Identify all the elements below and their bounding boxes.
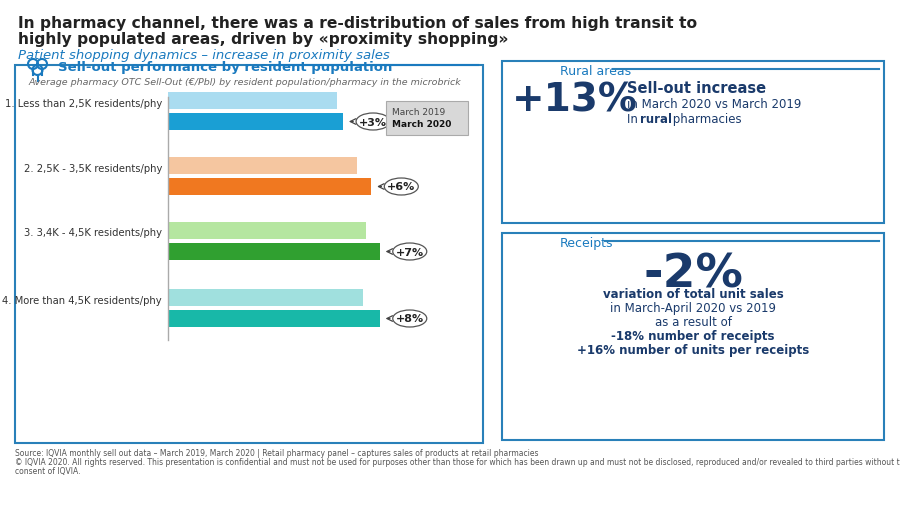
Text: rural: rural [640, 113, 672, 126]
Bar [168, 158, 357, 175]
Bar [168, 179, 372, 195]
Text: © IQVIA 2020. All rights reserved. This presentation is confidential and must no: © IQVIA 2020. All rights reserved. This … [15, 457, 900, 466]
Text: 2. 2,5K - 3,5K residents/phy: 2. 2,5K - 3,5K residents/phy [23, 163, 162, 173]
Text: -2%: -2% [644, 252, 742, 297]
Bar [168, 223, 365, 239]
Text: 3. 3,4K - 4,5K residents/phy: 3. 3,4K - 4,5K residents/phy [24, 228, 162, 238]
Text: +6%: +6% [387, 182, 416, 192]
FancyBboxPatch shape [502, 233, 884, 440]
Text: +7%: +7% [396, 247, 424, 257]
Text: Receipts: Receipts [560, 236, 614, 249]
Text: 4. More than 4,5K residents/phy: 4. More than 4,5K residents/phy [3, 295, 162, 305]
Text: 1. Less than 2,5K residents/phy: 1. Less than 2,5K residents/phy [4, 98, 162, 108]
Ellipse shape [356, 114, 390, 131]
Bar [168, 311, 380, 327]
Text: as a result of: as a result of [654, 316, 732, 328]
Bar [168, 243, 380, 261]
Text: Source: IQVIA monthly sell out data – March 2019, March 2020 | Retail pharmacy p: Source: IQVIA monthly sell out data – Ma… [15, 448, 538, 457]
Bar [168, 114, 343, 131]
Text: -18% number of receipts: -18% number of receipts [611, 329, 775, 342]
Ellipse shape [392, 311, 427, 327]
Text: Sell-out increase: Sell-out increase [627, 81, 766, 96]
Text: +16% number of units per receipts: +16% number of units per receipts [577, 343, 809, 357]
Text: consent of IQVIA.: consent of IQVIA. [15, 466, 80, 475]
Bar [168, 93, 338, 110]
Text: In pharmacy channel, there was a re-distribution of sales from high transit to: In pharmacy channel, there was a re-dist… [18, 16, 698, 31]
FancyBboxPatch shape [386, 102, 468, 136]
Text: Average pharmacy OTC Sell-Out (€/Pbl) by resident population/pharmacy in the mic: Average pharmacy OTC Sell-Out (€/Pbl) by… [28, 78, 461, 87]
Text: Rural areas: Rural areas [560, 65, 631, 78]
Text: March 2019: March 2019 [392, 108, 446, 117]
Text: pharmacies: pharmacies [669, 113, 742, 126]
FancyBboxPatch shape [502, 62, 884, 224]
Text: Patient shopping dynamics – increase in proximity sales: Patient shopping dynamics – increase in … [18, 49, 390, 62]
Text: March 2020: March 2020 [392, 120, 452, 129]
Text: highly populated areas, driven by «proximity shopping»: highly populated areas, driven by «proxi… [18, 32, 508, 47]
Text: +13%: +13% [512, 81, 638, 119]
FancyBboxPatch shape [15, 66, 483, 443]
Bar [168, 289, 363, 307]
Text: in March-April 2020 vs 2019: in March-April 2020 vs 2019 [610, 301, 776, 315]
Text: Sell-out performance by resident pupulation: Sell-out performance by resident pupulat… [58, 61, 392, 74]
Text: +8%: +8% [396, 314, 424, 324]
Text: In: In [627, 113, 642, 126]
Text: in March 2020 vs March 2019: in March 2020 vs March 2019 [627, 98, 801, 111]
Ellipse shape [392, 243, 427, 261]
Text: +3%: +3% [359, 117, 387, 127]
Ellipse shape [384, 179, 419, 195]
Text: variation of total unit sales: variation of total unit sales [603, 287, 783, 300]
